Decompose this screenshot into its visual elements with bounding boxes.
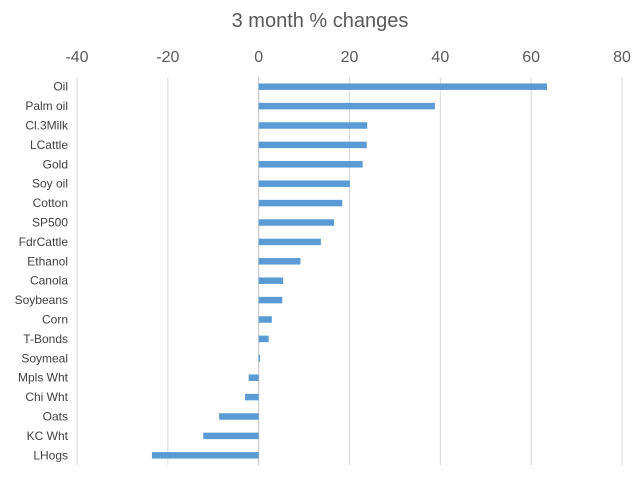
category-labels: Oil Palm oil Cl.3Milk LCattle Gold Soy oil Cot…: [15, 80, 69, 463]
x-tick-label: -40: [65, 49, 88, 66]
category-label: Palm oil: [25, 99, 68, 113]
bar: [258, 180, 350, 187]
bar: [258, 83, 548, 90]
x-tick-label: 0: [254, 49, 263, 66]
x-axis-ticks: -40 -20 0 20 40 60 80: [65, 49, 631, 66]
category-label: KC Wht: [27, 429, 69, 443]
bar: [258, 238, 321, 246]
category-label: Soymeal: [21, 351, 68, 365]
category-label: Cl.3Milk: [25, 119, 69, 133]
bar: [219, 413, 259, 420]
category-label: Oats: [43, 410, 68, 424]
x-tick-label: 60: [522, 49, 540, 66]
bar: [151, 452, 259, 459]
bar: [258, 258, 301, 265]
x-tick-label: -20: [156, 49, 179, 66]
category-label: LHogs: [33, 448, 68, 462]
category-label: Soy oil: [32, 177, 68, 191]
bar: [245, 393, 259, 401]
bar: [258, 219, 335, 226]
bar: [258, 102, 435, 110]
bar: [258, 355, 261, 362]
category-label: Chi Wht: [25, 390, 68, 404]
bar: [203, 432, 259, 440]
category-label: SP500: [32, 216, 68, 230]
category-label: Corn: [42, 313, 68, 327]
bars: [151, 83, 548, 459]
category-label: Oil: [53, 80, 68, 94]
category-label: FdrCattle: [19, 235, 69, 249]
category-label: T-Bonds: [23, 332, 68, 346]
bar: [258, 296, 283, 304]
gridlines: [76, 77, 623, 465]
bar: [258, 141, 367, 149]
category-label: Gold: [43, 157, 68, 171]
bar: [258, 199, 343, 207]
bar: [258, 316, 272, 323]
bar: [258, 335, 269, 343]
bar: [258, 277, 284, 284]
chart-title: 3 month % changes: [232, 10, 409, 32]
category-label: Soybeans: [15, 293, 68, 307]
category-label: Mpls Wht: [18, 371, 69, 385]
x-tick-label: 20: [341, 49, 359, 66]
x-tick-label: 40: [431, 49, 449, 66]
category-label: Ethanol: [27, 254, 68, 268]
bar: [248, 374, 259, 381]
category-label: LCattle: [30, 138, 68, 152]
category-label: Canola: [30, 274, 68, 288]
bar: [258, 122, 368, 129]
bar: [258, 161, 363, 168]
category-label: Cotton: [33, 196, 68, 210]
x-tick-label: 80: [613, 49, 631, 66]
